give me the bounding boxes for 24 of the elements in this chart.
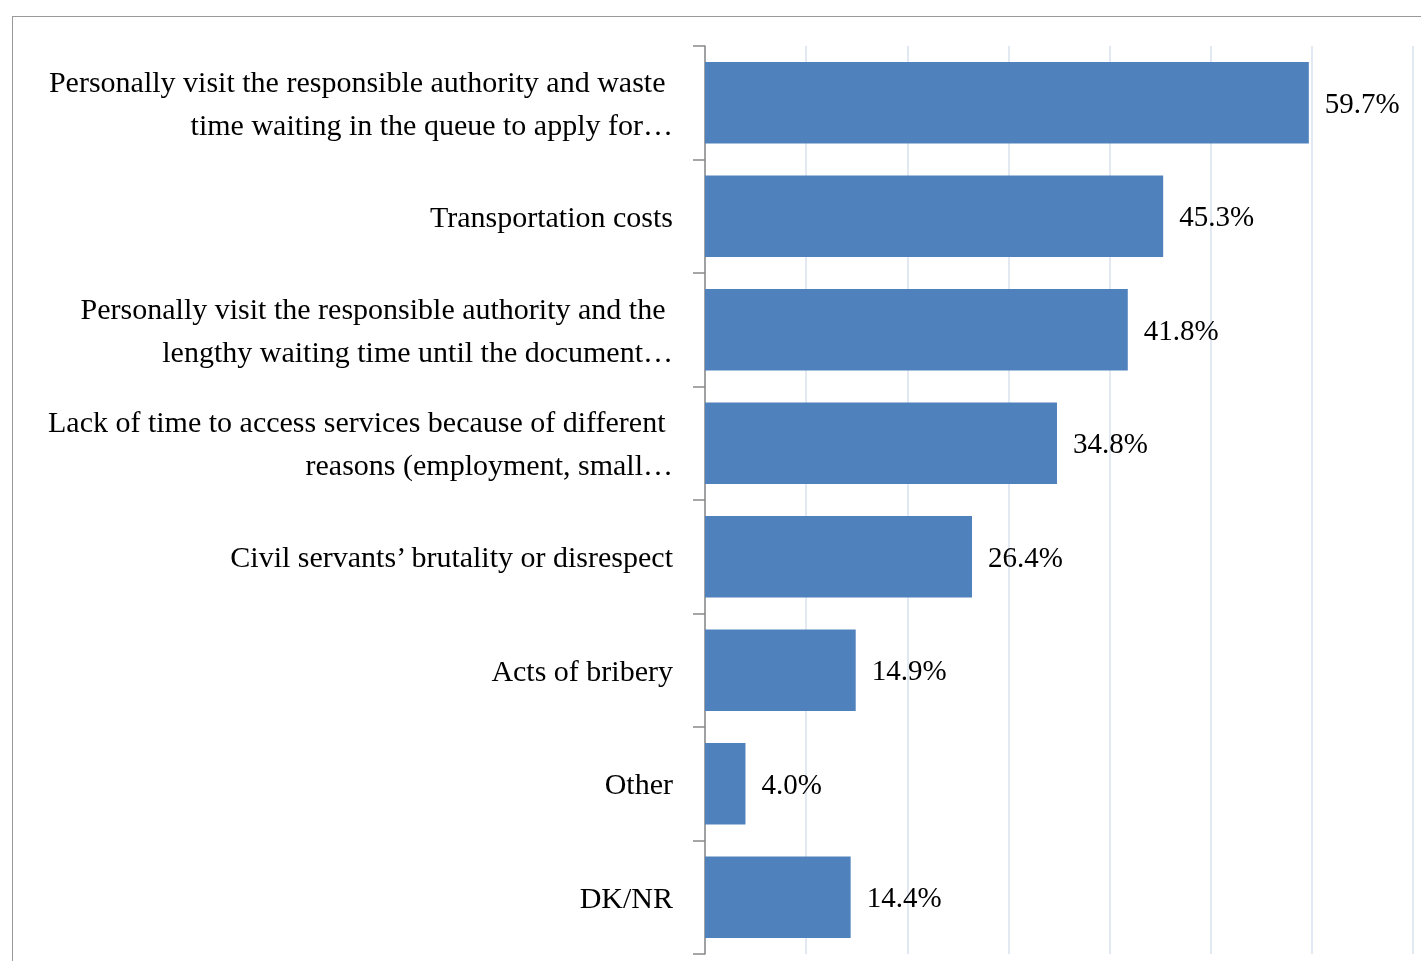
y-tick-label: Transportation costs <box>429 199 673 233</box>
data-label: 14.4% <box>866 881 942 914</box>
data-label: 41.8% <box>1143 313 1219 346</box>
data-label: 26.4% <box>988 540 1063 573</box>
y-tick-label: Personally visit the responsible authority and waste time waiting in the queue to apply for… <box>48 64 673 141</box>
bar <box>705 515 973 598</box>
data-label: 4.0% <box>761 767 822 800</box>
y-tick-label: Personally visit the responsible authority and the lengthy waiting time until the document… <box>80 291 673 368</box>
data-label: 59.7% <box>1324 86 1400 119</box>
y-tick-label: Lack of time to access services because of different reasons (employment, small… <box>48 405 673 483</box>
data-label: 45.3% <box>1179 200 1255 233</box>
bar <box>705 402 1057 485</box>
y-tick-label: Acts of bribery <box>491 653 673 687</box>
y-tick-label: DK/NR <box>579 880 673 914</box>
bar <box>705 175 1164 258</box>
bar <box>705 742 746 825</box>
bar <box>705 61 1309 144</box>
data-label: 14.9% <box>871 654 947 687</box>
bar <box>705 856 851 939</box>
data-label: 34.8% <box>1072 427 1148 460</box>
y-tick-label: Other <box>604 767 673 801</box>
bar <box>705 288 1128 371</box>
y-tick-label: Civil servants’ brutality or disrespect <box>230 540 674 574</box>
bar <box>705 629 856 712</box>
